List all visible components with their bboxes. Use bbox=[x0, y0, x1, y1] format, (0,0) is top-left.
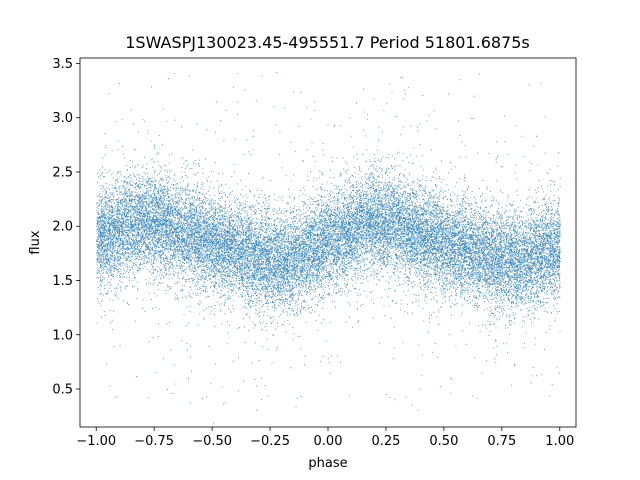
x-tick-label: 0.75 bbox=[487, 434, 516, 449]
data-points bbox=[96, 72, 561, 424]
y-tick-label: 2.5 bbox=[52, 165, 73, 180]
y-axis: 0.5 1.0 1.5 2.0 2.5 3.0 3.5 bbox=[52, 57, 80, 398]
x-tick-label: −0.25 bbox=[250, 434, 290, 449]
y-tick-label: 1.5 bbox=[52, 274, 73, 289]
x-axis: −1.00 −0.75 −0.50 −0.25 0.00 0.25 0.50 0.75 1.00 bbox=[76, 427, 574, 449]
x-tick-label: 0.50 bbox=[429, 434, 458, 449]
x-tick-label: −1.00 bbox=[76, 434, 116, 449]
x-tick-label: −0.50 bbox=[192, 434, 232, 449]
y-tick-label: 0.5 bbox=[52, 383, 73, 398]
y-tick-label: 3.0 bbox=[52, 111, 73, 126]
x-tick-label: 1.00 bbox=[545, 434, 574, 449]
y-tick-label: 3.5 bbox=[52, 57, 73, 72]
y-tick-label: 1.0 bbox=[52, 328, 73, 343]
x-tick-label: −0.75 bbox=[134, 434, 174, 449]
x-tick-label: 0.25 bbox=[371, 434, 400, 449]
x-axis-label: phase bbox=[308, 456, 347, 471]
y-tick-label: 2.0 bbox=[52, 220, 73, 235]
x-tick-label: 0.00 bbox=[314, 434, 343, 449]
scatter-points bbox=[96, 72, 561, 424]
y-axis-label: flux bbox=[28, 230, 43, 254]
chart-title: 1SWASPJ130023.45-495551.7 Period 51801.6… bbox=[125, 33, 530, 52]
